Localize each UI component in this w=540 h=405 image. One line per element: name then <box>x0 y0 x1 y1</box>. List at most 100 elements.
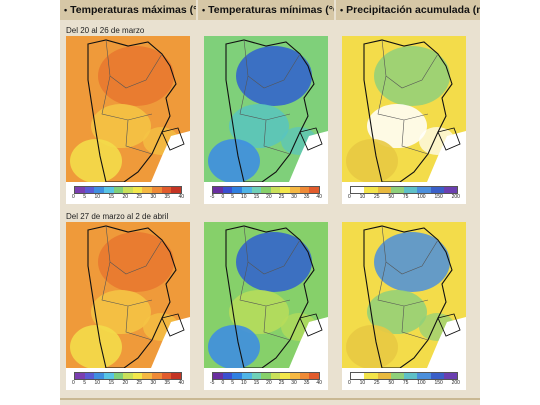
colorbar-tick-label: 75 <box>402 194 409 200</box>
colorbar-tick-label: 25 <box>136 380 142 386</box>
colorbar-tick-label: 10 <box>359 380 366 386</box>
colorbar-ticks: -5 0 5 10 15 20 25 30 35 40 <box>210 194 322 200</box>
header-bullet: • <box>64 5 68 15</box>
map-panel-tmax-week2: 0 5 10 15 20 25 30 35 40 <box>66 222 190 390</box>
colorbar-swatch <box>299 187 310 193</box>
header-bullet: • <box>202 5 206 15</box>
colorbar-swatch <box>261 373 271 379</box>
colorbar-swatch <box>94 187 104 193</box>
colorbar-swatch <box>213 373 223 379</box>
colorbar-swatches <box>74 186 182 194</box>
colorbar-swatch <box>290 187 300 193</box>
colorbar-tick-label: 0 <box>348 380 351 386</box>
colorbar-tick-label: 5 <box>231 380 235 386</box>
province-borders <box>239 225 301 341</box>
colorbar-swatch <box>123 187 133 193</box>
colorbar-ticks: 0 10 25 50 75 100 150 200 <box>348 380 460 386</box>
colorbar-swatch <box>404 187 418 193</box>
neighbor-outline <box>437 313 461 337</box>
colorbar-swatch <box>232 373 242 379</box>
colorbar-tick-label: 25 <box>136 194 142 200</box>
colorbar-swatch <box>404 373 418 379</box>
colorbar-swatch <box>84 373 95 379</box>
map-panel-tmax-week1: 0 5 10 15 20 25 30 35 40 <box>66 36 190 204</box>
ocean-area <box>289 131 328 182</box>
province-borders <box>101 225 163 341</box>
colorbar-swatch <box>241 187 252 193</box>
colorbar-tick-label: 25 <box>278 380 285 386</box>
province-borders <box>377 39 439 155</box>
colorbar-swatch <box>152 373 162 379</box>
colorbar-swatch <box>299 373 310 379</box>
ocean-area <box>151 131 190 182</box>
colorbar-tick-label: 150 <box>434 194 443 200</box>
colorbar-swatch <box>270 187 281 193</box>
colorbar-tick-label: 200 <box>451 194 460 200</box>
period-label-week1: Del 20 al 26 de marzo <box>66 26 145 35</box>
colorbar-tick-label: 25 <box>278 194 285 200</box>
colorbar-tick-label: 0 <box>72 194 75 200</box>
colorbar-tick-label: 10 <box>241 380 247 386</box>
colorbar-swatch <box>171 373 182 379</box>
colorbar-swatch <box>161 373 172 379</box>
colorbar-tick-label: 30 <box>150 194 156 200</box>
colorbar-ticks: 0 10 25 50 75 100 150 200 <box>348 194 460 200</box>
map-image <box>204 36 328 182</box>
colorbar-tick-label: 35 <box>164 380 170 386</box>
colorbar-swatch <box>84 187 95 193</box>
colorbar-swatch <box>309 187 320 193</box>
colorbar-swatch <box>417 187 431 193</box>
colorbar-ticks: 0 5 10 15 20 25 30 35 40 <box>72 194 184 200</box>
map-panel-precip-week1: 0 10 25 50 75 100 150 200 <box>342 36 466 204</box>
colorbar-tick-label: 35 <box>164 194 170 200</box>
colorbar-tick-label: 0 <box>221 380 225 386</box>
colorbar-swatch <box>152 187 162 193</box>
neighbor-outline <box>299 127 323 151</box>
colorbar: 0 10 25 50 75 100 150 200 <box>342 368 466 390</box>
colorbar: 0 5 10 15 20 25 30 35 40 <box>66 368 190 390</box>
neighbor-outline <box>161 127 185 151</box>
colorbar-swatch <box>241 373 252 379</box>
map-image <box>66 222 190 368</box>
colorbar-swatch <box>377 187 391 193</box>
colorbar-swatch <box>142 187 153 193</box>
map-image <box>204 222 328 368</box>
province-borders <box>239 39 301 155</box>
ocean-area <box>427 317 466 368</box>
colorbar: -5 0 5 10 15 20 25 30 35 40 <box>204 182 328 204</box>
colorbar-tick-label: 25 <box>374 380 380 386</box>
province-borders <box>377 225 439 341</box>
colorbar: 0 10 25 50 75 100 150 200 <box>342 182 466 204</box>
colorbar-tick-label: 0 <box>72 380 75 386</box>
ocean-area <box>427 131 466 182</box>
colorbar-tick-label: 20 <box>122 194 128 200</box>
colorbar-tick-label: 30 <box>291 194 297 200</box>
bottom-rule <box>60 398 480 400</box>
colorbar-tick-label: 0 <box>221 194 225 200</box>
colorbar: 0 5 10 15 20 25 30 35 40 <box>66 182 190 204</box>
header-title: Temperaturas mínimas (°C) <box>208 4 334 16</box>
colorbar-tick-label: 50 <box>388 194 394 200</box>
colorbar-tick-label: 20 <box>266 194 272 200</box>
colorbar-swatch <box>430 373 444 379</box>
colorbar-swatch <box>251 373 262 379</box>
colorbar-tick-label: 25 <box>374 194 380 200</box>
colorbar-tick-label: 30 <box>291 380 297 386</box>
colorbar-tick-label: 15 <box>108 380 114 386</box>
colorbar-tick-label: 15 <box>253 194 260 200</box>
colorbar-ticks: -5 0 5 10 15 20 25 30 35 40 <box>210 380 322 386</box>
map-panel-tmin-week1: -5 0 5 10 15 20 25 30 35 40 <box>204 36 328 204</box>
header-title: Precipitación acumulada (mm) <box>346 4 480 16</box>
colorbar-swatch <box>161 187 172 193</box>
colorbar-swatch <box>443 187 457 193</box>
colorbar-swatch <box>280 373 291 379</box>
neighbor-outline <box>161 313 185 337</box>
colorbar-swatch <box>443 373 457 379</box>
colorbar-swatch <box>232 187 242 193</box>
colorbar-swatch <box>132 373 143 379</box>
colorbar-swatch <box>171 187 182 193</box>
colorbar-tick-label: 15 <box>108 194 114 200</box>
map-image <box>66 36 190 182</box>
colorbar-swatch <box>113 373 124 379</box>
colorbar-swatch <box>132 187 143 193</box>
